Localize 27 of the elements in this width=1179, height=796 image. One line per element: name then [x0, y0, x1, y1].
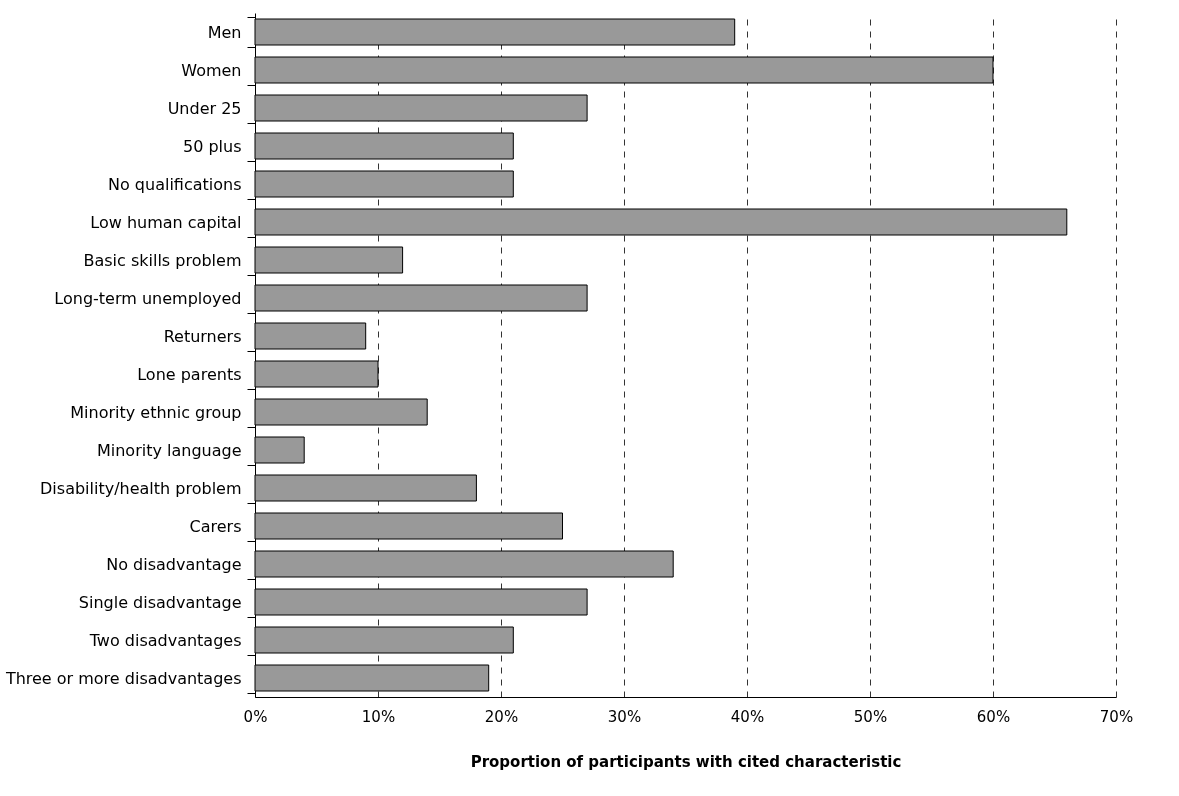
- x-tick-label: 60%: [976, 707, 1011, 726]
- y-tick-label: Under 25: [167, 98, 242, 118]
- x-tick-label: 0%: [243, 707, 268, 726]
- y-tick-label: Basic skills problem: [83, 250, 242, 270]
- x-tick-label: 20%: [484, 707, 519, 726]
- y-tick-label: Lone parents: [137, 364, 242, 384]
- y-tick-label: Minority ethnic group: [70, 402, 242, 422]
- y-tick-label: Men: [207, 22, 242, 42]
- y-tick-label: Women: [181, 60, 242, 80]
- x-tick-label: 70%: [1099, 707, 1134, 726]
- y-tick-label: Three or more disadvantages: [4, 668, 242, 688]
- x-tick-label: 40%: [730, 707, 765, 726]
- y-tick-label: 50 plus: [182, 136, 242, 156]
- y-tick-label: Disability/health problem: [40, 478, 242, 498]
- y-tick-label: Minority language: [96, 440, 242, 460]
- y-tick-label: Single disadvantage: [78, 592, 242, 612]
- x-tick-label: 10%: [361, 707, 396, 726]
- y-tick-label: No qualifications: [108, 174, 242, 194]
- x-tick-label: 30%: [607, 707, 642, 726]
- y-tick-label: Long-term unemployed: [54, 288, 242, 308]
- y-tick-label: Returners: [163, 326, 242, 346]
- x-axis-title: Proportion of participants with cited characteristic: [470, 752, 902, 771]
- y-tick-label: Carers: [189, 516, 242, 536]
- y-tick-label: Low human capital: [90, 212, 242, 232]
- y-tick-label: No disadvantage: [106, 554, 242, 574]
- y-tick-label: Two disadvantages: [88, 630, 242, 650]
- x-tick-label: 50%: [853, 707, 888, 726]
